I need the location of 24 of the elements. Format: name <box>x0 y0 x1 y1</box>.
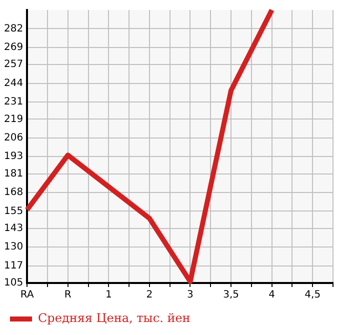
y-tick-label: 231 <box>4 96 24 108</box>
x-tick-label: RA <box>20 290 34 301</box>
y-tick-label: 206 <box>4 132 24 144</box>
y-tick-label: 269 <box>4 42 24 53</box>
y-tick-label: 168 <box>4 187 24 198</box>
x-tick-label: R <box>64 290 72 301</box>
y-tick-label: 181 <box>4 168 24 180</box>
x-tick-label: 3 <box>187 290 194 301</box>
y-tick-label: 105 <box>4 278 24 289</box>
y-tick-label: 193 <box>4 151 24 162</box>
y-tick-label: 282 <box>4 23 24 34</box>
y-tick-label: 117 <box>4 260 24 272</box>
y-tick-label: 155 <box>4 206 24 217</box>
x-tick-label: 1 <box>105 290 112 301</box>
legend-label: Средняя Цена, тыс. йен <box>38 311 190 326</box>
y-tick-label: 130 <box>4 242 24 253</box>
y-tick-label: 143 <box>4 222 24 234</box>
y-tick-label: 257 <box>4 59 24 70</box>
y-tick-label: 244 <box>4 78 24 89</box>
x-tick-label: 4 <box>268 290 276 301</box>
x-tick-label: 2 <box>146 290 153 301</box>
y-tick-label: 219 <box>4 114 24 125</box>
x-tick-label: 4,5 <box>304 290 321 301</box>
x-tick-label: 3,5 <box>223 290 239 301</box>
